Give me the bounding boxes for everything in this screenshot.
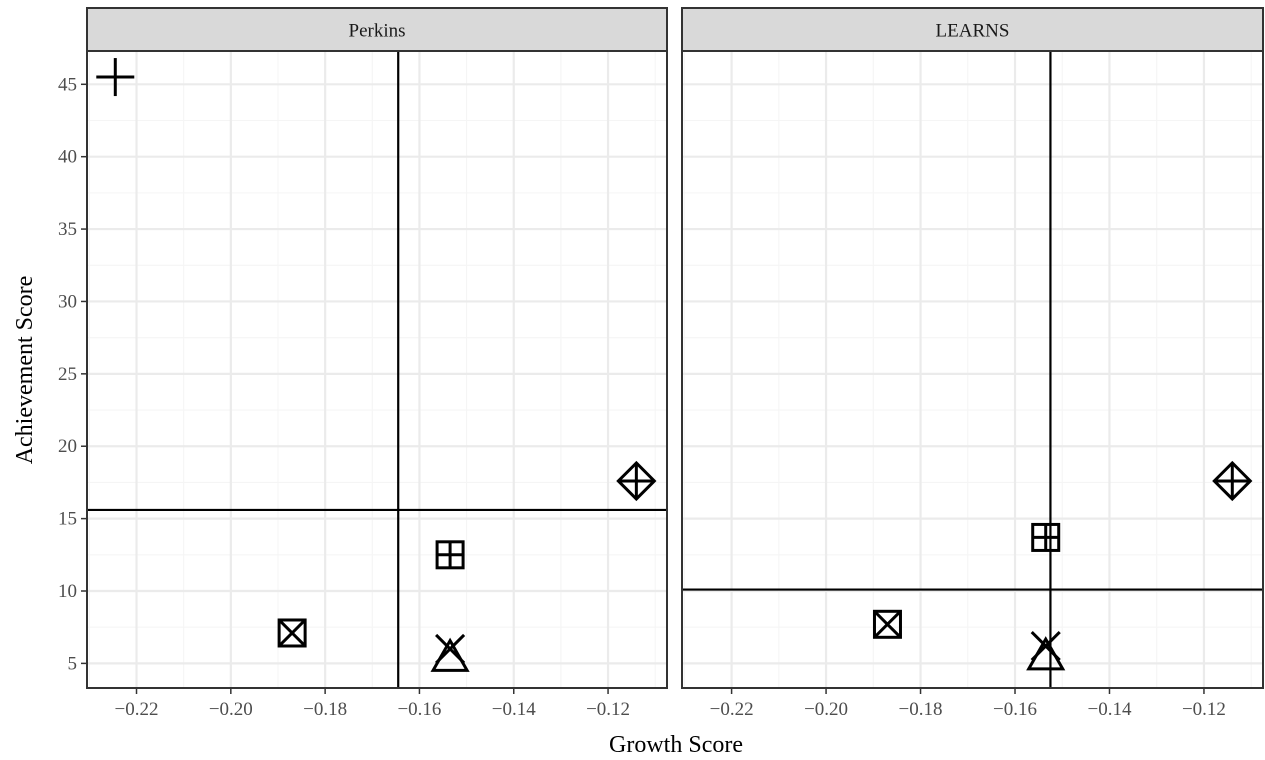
- facet-strip-label: LEARNS: [936, 21, 1010, 42]
- y-tick-label: 40: [58, 147, 77, 168]
- y-tick-label: 5: [68, 653, 78, 674]
- x-tick-label: −0.18: [899, 699, 943, 720]
- point-plus: [96, 58, 135, 97]
- x-tick-label: −0.20: [209, 699, 253, 720]
- point-square-plus: [1031, 522, 1061, 552]
- facet-strip-label: Perkins: [349, 21, 406, 42]
- point-diamond-plus: [1212, 460, 1253, 502]
- panel-background: [87, 51, 667, 688]
- y-tick-label: 15: [58, 509, 77, 530]
- x-axis-title: Growth Score: [609, 732, 743, 758]
- x-tick-label: −0.16: [397, 699, 441, 720]
- y-tick-label: 45: [58, 74, 77, 95]
- x-tick-label: −0.14: [492, 699, 536, 720]
- facet-panel-perkins: Perkins −0.22 −0.20 −0.18 −0.16 −0.14 −0.12 5 10…: [58, 7, 668, 720]
- x-tick-label: −0.18: [303, 699, 347, 720]
- y-tick-label: 20: [58, 436, 77, 457]
- x-tick-label: −0.22: [115, 699, 159, 720]
- point-square-cross: [872, 609, 902, 639]
- point-triangle: [430, 637, 470, 672]
- point-diamond-plus: [616, 460, 657, 502]
- y-tick-label: 10: [58, 581, 77, 602]
- point-square-cross: [277, 618, 307, 648]
- x-tick-label: −0.14: [1087, 699, 1131, 720]
- point-triangle: [1026, 636, 1066, 671]
- facet-strip: [86, 7, 668, 52]
- facet-panels: Perkins −0.22 −0.20 −0.18 −0.16 −0.14 −0.12 5 10…: [58, 7, 1264, 720]
- point-square-plus: [435, 540, 465, 570]
- y-axis-title: Achievement Score: [12, 276, 38, 465]
- x-tick-label: −0.12: [586, 699, 630, 720]
- x-tick-label: −0.20: [804, 699, 848, 720]
- facet-panel-learns: LEARNS −0.22 −0.20 −0.18 −0.16 −0.14 −0.12: [681, 7, 1264, 720]
- panel-background: [682, 51, 1263, 688]
- x-tick-label: −0.16: [993, 699, 1037, 720]
- y-tick-label: 35: [58, 219, 77, 240]
- facet-strip: [681, 7, 1264, 52]
- x-tick-label: −0.22: [710, 699, 754, 720]
- y-tick-label: 30: [58, 291, 77, 312]
- y-tick-label: 25: [58, 364, 77, 385]
- x-tick-label: −0.12: [1182, 699, 1226, 720]
